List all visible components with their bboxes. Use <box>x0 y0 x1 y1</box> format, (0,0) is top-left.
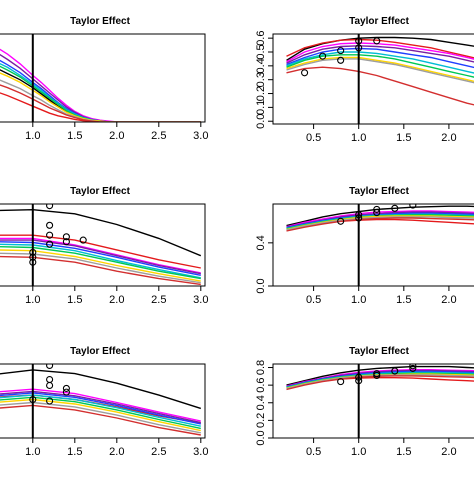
x-tick-label: 1.5 <box>67 130 82 142</box>
x-tick-label: 0.5 <box>306 294 321 306</box>
y-tick-label: 0.0 <box>255 278 267 293</box>
x-tick-label: 1.0 <box>351 294 366 306</box>
x-tick-label: 1.0 <box>25 446 40 458</box>
x-tick-label: 1.5 <box>396 294 411 306</box>
panel-bottom-left: Taylor Effect 1.0 1.5 2.0 2.5 3.0 <box>0 346 208 458</box>
data-point-marker <box>47 377 53 383</box>
x-tick-label: 0.5 <box>306 132 321 144</box>
panel-title: Taylor Effect <box>349 186 409 197</box>
x-tick-label: 2.0 <box>109 446 124 458</box>
x-tick-label: 3.0 <box>193 294 208 306</box>
series-group <box>287 32 474 124</box>
x-tick-label: 2.0 <box>109 130 124 142</box>
x-tick-label: 1.0 <box>351 446 366 458</box>
y-tick-label: 0.2 <box>255 413 267 428</box>
x-tick-label: 2.5 <box>151 446 166 458</box>
x-tick-label: 1.5 <box>67 294 82 306</box>
plot-frame <box>273 34 474 124</box>
data-point-marker <box>302 70 308 76</box>
series-line <box>0 61 201 122</box>
x-tick-label: 1.0 <box>25 294 40 306</box>
series-line <box>287 59 474 85</box>
panel-top-left: Taylor Effect 1.0 1.5 2.0 2.5 3.0 <box>0 16 208 142</box>
series-line <box>0 91 201 122</box>
y-tick-label: 0.6 <box>255 31 267 46</box>
x-tick-label: 2.5 <box>151 130 166 142</box>
x-tick-label: 1.5 <box>67 446 82 458</box>
series-line <box>0 71 201 122</box>
series-group <box>0 362 201 438</box>
panel-middle-right: Taylor Effect 0.5 1.0 1.5 2.0 0.0 0.4 <box>255 186 474 306</box>
panel-bottom-right: Taylor Effect 0.5 1.0 1.5 2.0 0.0 0.2 0.4 0.6 0.8 <box>255 346 474 458</box>
y-tick-label: 0.6 <box>255 377 267 392</box>
x-tick-label: 1.5 <box>396 132 411 144</box>
x-tick-label: 0.5 <box>306 446 321 458</box>
data-point-marker <box>47 382 53 388</box>
panel-title: Taylor Effect <box>70 16 130 27</box>
x-tick-label: 2.0 <box>441 132 456 144</box>
y-tick-label: 0.4 <box>255 395 267 410</box>
series-line <box>0 58 201 122</box>
series-line <box>0 210 201 256</box>
x-tick-label: 1.5 <box>396 446 411 458</box>
panel-title: Taylor Effect <box>70 186 130 197</box>
x-tick-label: 2.0 <box>441 446 456 458</box>
x-tick-label: 2.5 <box>151 294 166 306</box>
series-group <box>0 202 201 286</box>
x-tick-label: 3.0 <box>193 446 208 458</box>
data-point-marker <box>47 222 53 228</box>
panel-middle-left: Taylor Effect 1.0 1.5 2.0 2.5 3.0 <box>0 186 208 306</box>
series-line <box>287 67 474 107</box>
y-tick-label: 0.8 <box>255 360 267 375</box>
y-tick-label: 0.0 <box>255 430 267 445</box>
panel-title: Taylor Effect <box>349 346 409 357</box>
series-group <box>287 362 474 438</box>
panel-title: Taylor Effect <box>70 346 130 357</box>
x-tick-label: 1.0 <box>25 130 40 142</box>
y-tick-label: 0.4 <box>255 235 267 250</box>
panel-title: Taylor Effect <box>349 16 409 27</box>
x-tick-label: 1.0 <box>351 132 366 144</box>
x-tick-label: 2.0 <box>441 294 456 306</box>
data-point-marker <box>47 362 53 368</box>
series-group <box>287 202 474 286</box>
x-tick-label: 2.0 <box>109 294 124 306</box>
x-tick-label: 3.0 <box>193 130 208 142</box>
series-group <box>0 32 201 122</box>
